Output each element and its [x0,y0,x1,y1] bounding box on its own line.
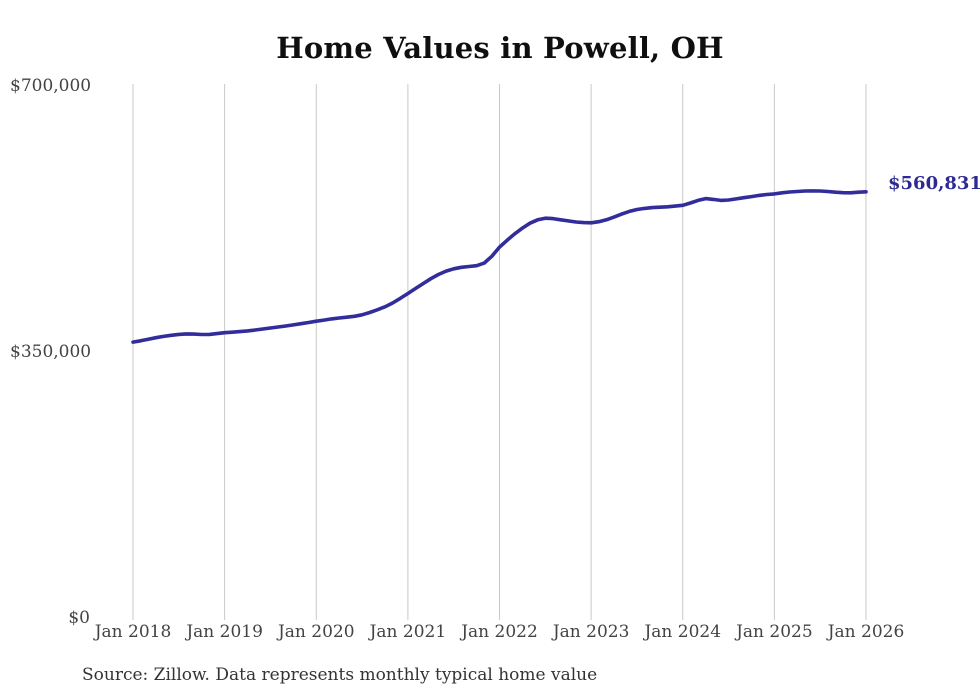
x-tick-label: Jan 2020 [277,622,355,642]
y-tick-label: $350,000 [10,342,92,362]
x-tick-label: Jan 2022 [461,622,538,642]
y-tick-label: $0 [68,608,90,628]
x-tick-label: Jan 2019 [186,622,263,642]
x-tick-label: Jan 2026 [827,622,905,642]
y-tick-label: $700,000 [10,76,92,96]
source-attribution-note: Source: Zillow. Data represents monthly … [82,665,598,685]
series-end-value-label: $560,831 [888,173,980,194]
x-tick-label: Jan 2025 [736,622,813,642]
home-value-line-series [131,189,868,344]
x-tick-label: Jan 2018 [94,622,172,642]
vertical-gridlines [132,84,867,620]
x-tick-label: Jan 2024 [644,622,722,642]
x-tick-label: Jan 2023 [552,622,630,642]
x-tick-label: Jan 2021 [369,622,447,642]
chart-title: Home Values in Powell, OH [276,31,724,65]
